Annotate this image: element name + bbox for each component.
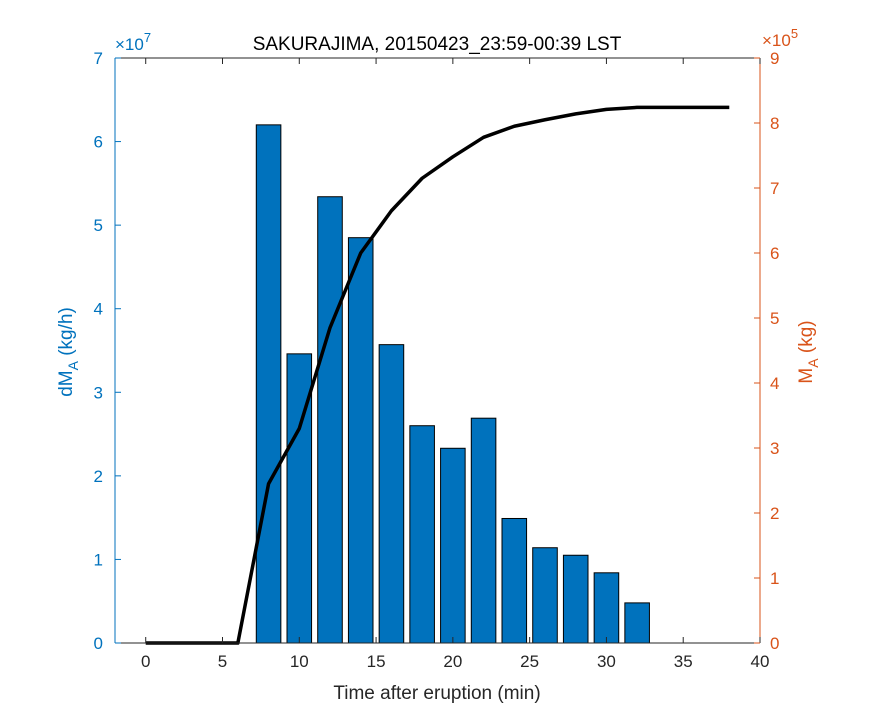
bar-6 xyxy=(440,447,466,644)
y-left-tick-label-3: 3 xyxy=(94,383,103,402)
y-left-tick-label-2: 2 xyxy=(94,467,103,486)
bar-9 xyxy=(532,547,558,644)
x-tick-label-7: 35 xyxy=(674,652,693,671)
y-left-tick-label-5: 5 xyxy=(94,216,103,235)
y-left-label-main: dM xyxy=(56,370,77,396)
bar-5 xyxy=(409,425,435,644)
y-right-tick-label-5: 5 xyxy=(770,309,779,328)
y-left-label-unit: (kg/h) xyxy=(56,307,77,361)
x-tick-label-6: 30 xyxy=(597,652,616,671)
x-tick-label-8: 40 xyxy=(751,652,770,671)
x-tick-label-2: 10 xyxy=(290,652,309,671)
x-tick-label-1: 5 xyxy=(218,652,227,671)
x-tick-label-5: 25 xyxy=(520,652,539,671)
y-left-tick-label-7: 7 xyxy=(94,49,103,68)
bar-12 xyxy=(624,602,650,644)
y-right-label-main: M xyxy=(796,368,817,384)
bar-0 xyxy=(255,124,282,644)
right-exponent-power: 5 xyxy=(791,26,798,41)
left-exponent-power: 7 xyxy=(144,30,151,45)
y-right-tick-label-1: 1 xyxy=(770,569,779,588)
cumulative-mass-line xyxy=(145,105,730,645)
y-left-axis-label: dMA (kg/h) xyxy=(56,307,81,397)
y-left-tick-label-6: 6 xyxy=(94,133,103,152)
y-right-axis-label: MA (kg) xyxy=(796,320,821,383)
y-right-tick-label-6: 6 xyxy=(770,244,779,263)
bar-3 xyxy=(347,237,374,644)
plot-background xyxy=(115,58,760,643)
y-right-tick-label-7: 7 xyxy=(770,179,779,198)
y-right-tick-label-3: 3 xyxy=(770,439,779,458)
y-left-tick-label-4: 4 xyxy=(94,300,103,319)
x-tick-label-4: 20 xyxy=(443,652,462,671)
left-exponent-base: ×10 xyxy=(115,35,144,54)
left-exponent: ×107 xyxy=(115,30,151,54)
line-layer xyxy=(145,105,730,645)
y-right-tick-label-4: 4 xyxy=(770,374,779,393)
right-exponent: ×105 xyxy=(762,26,798,50)
y-left-tick-label-1: 1 xyxy=(94,550,103,569)
bars-layer xyxy=(255,124,650,644)
chart-title: SAKURAJIMA, 20150423_23:59-00:39 LST xyxy=(253,34,622,55)
bar-2 xyxy=(317,196,343,644)
x-tick-label-0: 0 xyxy=(141,652,150,671)
y-left-tick-label-0: 0 xyxy=(94,634,103,653)
y-right-tick-label-0: 0 xyxy=(770,634,779,653)
bar-8 xyxy=(501,517,528,644)
x-tick-label-3: 15 xyxy=(367,652,386,671)
bar-7 xyxy=(470,417,497,644)
bar-4 xyxy=(378,344,405,644)
y-left-label-sub: A xyxy=(65,360,81,370)
y-right-label-unit: (kg) xyxy=(796,320,817,358)
y-right-tick-label-2: 2 xyxy=(770,504,779,523)
bar-11 xyxy=(593,572,620,644)
bar-10 xyxy=(562,554,589,644)
right-exponent-base: ×10 xyxy=(762,31,791,50)
x-axis-label: Time after eruption (min) xyxy=(333,683,540,704)
y-right-tick-label-8: 8 xyxy=(770,114,779,133)
y-right-tick-label-9: 9 xyxy=(770,49,779,68)
y-right-label-sub: A xyxy=(805,358,821,368)
